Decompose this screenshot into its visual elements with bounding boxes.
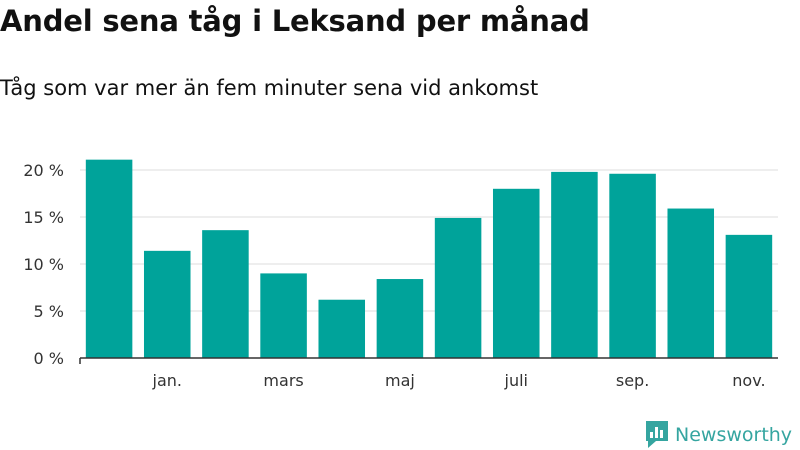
bar bbox=[85, 159, 133, 358]
newsworthy-logo-text: Newsworthy bbox=[675, 424, 793, 446]
bar bbox=[551, 171, 598, 358]
bar bbox=[318, 299, 366, 358]
bar bbox=[143, 250, 191, 358]
x-tick-label: sep. bbox=[616, 371, 649, 390]
y-tick-label: 5 % bbox=[34, 302, 64, 321]
bar bbox=[667, 208, 715, 358]
bar bbox=[260, 273, 307, 358]
y-tick-label: 15 % bbox=[23, 208, 64, 227]
newsworthy-logo: Newsworthy bbox=[644, 420, 792, 450]
y-tick-label: 20 % bbox=[23, 161, 64, 180]
bar bbox=[609, 173, 656, 358]
chart-subtitle: Tåg som var mer än fem minuter sena vid … bbox=[0, 76, 539, 100]
bar bbox=[492, 188, 540, 358]
bar bbox=[434, 217, 482, 358]
bar bbox=[376, 279, 424, 358]
chart-title: Andel sena tåg i Leksand per månad bbox=[0, 4, 590, 38]
bar-chart: 0 % 5 % 10 % 15 % 20 % jan. mars maj juli sep. nov… bbox=[23, 159, 778, 390]
newsworthy-logo-icon bbox=[646, 421, 668, 448]
x-tick-label: maj bbox=[385, 371, 415, 390]
x-tick-label: nov. bbox=[732, 371, 765, 390]
bar bbox=[202, 230, 249, 358]
x-tick-label: jan. bbox=[152, 371, 182, 390]
x-tick-label: juli bbox=[504, 371, 528, 390]
y-tick-label: 10 % bbox=[23, 255, 64, 274]
x-tick-label: mars bbox=[263, 371, 303, 390]
bar bbox=[725, 234, 773, 358]
y-tick-label: 0 % bbox=[34, 349, 64, 368]
